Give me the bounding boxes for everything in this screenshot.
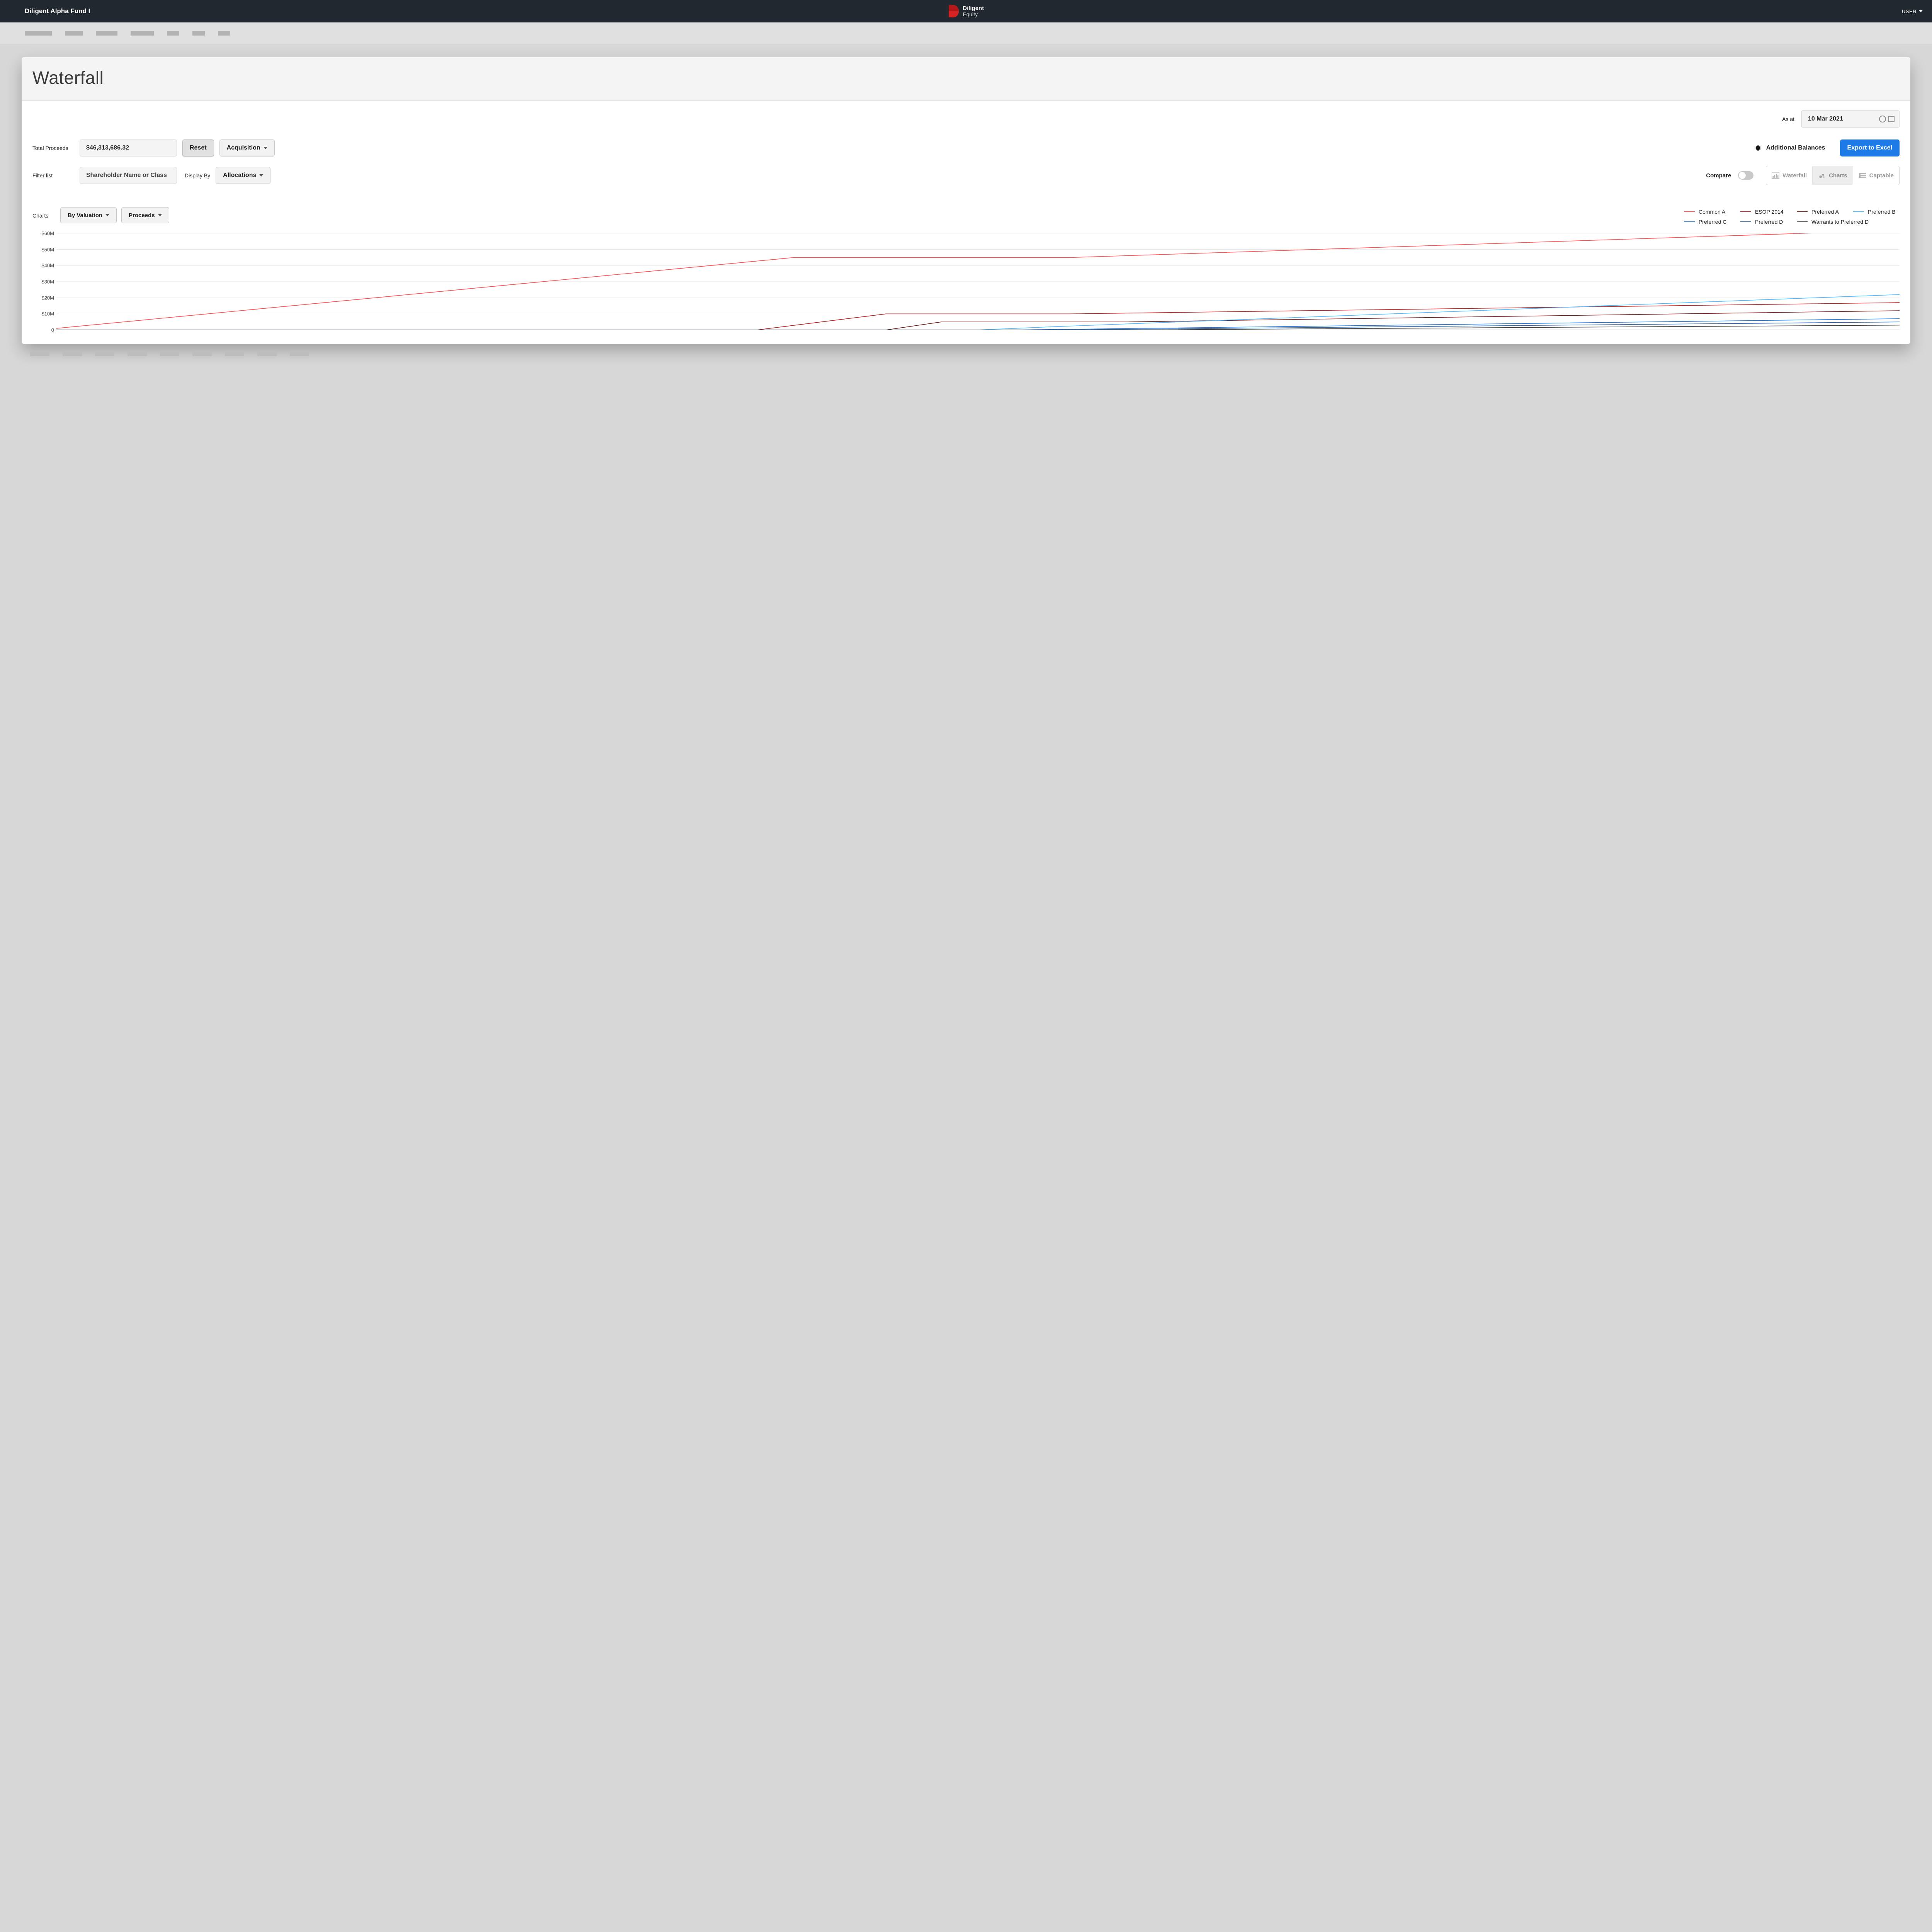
export-excel-button[interactable]: Export to Excel (1840, 139, 1900, 156)
view-captable-tab[interactable]: Captable (1853, 166, 1899, 185)
chevron-down-icon (259, 174, 263, 177)
legend-swatch (1684, 221, 1695, 222)
acquisition-dropdown[interactable]: Acquisition (219, 139, 275, 156)
panel-header: Waterfall (22, 57, 1910, 101)
y-axis-tick-label: $60M (41, 231, 54, 236)
total-proceeds-value: $46,313,686.32 (86, 145, 129, 151)
display-by-label: Display By (185, 172, 210, 179)
by-valuation-dropdown[interactable]: By Valuation (60, 207, 117, 223)
square-icon (1888, 116, 1895, 122)
as-at-date-picker[interactable]: 10 Mar 2021 (1801, 110, 1900, 128)
fund-name: Diligent Alpha Fund I (25, 7, 90, 15)
chevron-down-icon (158, 214, 162, 216)
nav-placeholder (218, 31, 230, 36)
gear-icon[interactable] (1754, 145, 1761, 151)
legend-item[interactable]: Preferred A (1797, 209, 1843, 215)
y-axis-tick-label: $10M (41, 311, 54, 317)
nav-placeholder (65, 31, 83, 36)
legend-item[interactable]: Preferred C (1684, 219, 1730, 225)
legend-item[interactable]: Preferred D (1740, 219, 1787, 225)
chevron-down-icon (264, 147, 267, 149)
legend-swatch (1684, 211, 1695, 212)
nav-placeholder (25, 31, 52, 36)
legend-label: Preferred D (1755, 219, 1783, 225)
as-at-date-value: 10 Mar 2021 (1808, 116, 1843, 122)
legend-swatch (1797, 221, 1808, 222)
nav-placeholder (192, 31, 205, 36)
y-axis-tick-label: 0 (51, 327, 54, 333)
nav-placeholder (167, 31, 179, 36)
legend-item[interactable]: Warrants to Preferred D (1797, 219, 1869, 225)
legend-swatch (1797, 211, 1808, 212)
series-line (56, 322, 1900, 330)
legend-label: Preferred C (1699, 219, 1726, 225)
legend-swatch (1740, 221, 1751, 222)
y-axis-tick-label: $30M (41, 279, 54, 285)
series-line (56, 325, 1900, 330)
brand-line1: Diligent (963, 5, 984, 12)
waterfall-panel: Waterfall As at 10 Mar 2021 Total Procee… (22, 57, 1910, 344)
legend-label: Preferred B (1868, 209, 1896, 215)
legend-swatch (1740, 211, 1751, 212)
circle-icon (1879, 116, 1886, 122)
proceeds-dropdown[interactable]: Proceeds (121, 207, 169, 223)
user-menu[interactable]: USER (1902, 9, 1923, 14)
page-title: Waterfall (32, 67, 1900, 88)
filter-input[interactable]: Shareholder Name or Class (80, 167, 177, 184)
allocations-dropdown[interactable]: Allocations (216, 167, 270, 184)
as-at-label: As at (1782, 116, 1794, 122)
compare-toggle[interactable] (1738, 171, 1753, 180)
line-chart: 0 $10M $20M $30M $40M $50M $60M (32, 233, 1900, 330)
brand-logo-icon (948, 5, 959, 17)
series-line (56, 303, 1900, 330)
user-label: USER (1902, 9, 1917, 14)
view-segmented-control: Waterfall Charts Captable (1766, 166, 1900, 185)
additional-balances-link[interactable]: Additional Balances (1766, 145, 1825, 151)
filter-label: Filter list (32, 172, 74, 179)
nav-strip (0, 22, 1932, 44)
legend-item[interactable]: Common A (1684, 209, 1730, 215)
chart-legend: Common A ESOP 2014 Preferred A Preferred B P… (1684, 207, 1900, 225)
table-icon (1859, 172, 1866, 179)
toggle-knob (1739, 172, 1746, 179)
charts-label: Charts (32, 207, 54, 219)
y-axis-tick-label: $50M (41, 247, 54, 252)
nav-placeholder (96, 31, 117, 36)
bubble-chart-icon (1818, 172, 1826, 179)
legend-label: ESOP 2014 (1755, 209, 1784, 215)
total-proceeds-input[interactable]: $46,313,686.32 (80, 139, 177, 156)
legend-swatch (1853, 211, 1864, 212)
y-axis-tick-label: $20M (41, 295, 54, 301)
nav-placeholder (131, 31, 154, 36)
reset-button[interactable]: Reset (182, 139, 214, 156)
chevron-down-icon (1919, 10, 1923, 12)
view-charts-tab[interactable]: Charts (1812, 166, 1853, 185)
compare-label: Compare (1706, 172, 1731, 179)
legend-item[interactable]: ESOP 2014 (1740, 209, 1787, 215)
brand: Diligent Equity (948, 5, 984, 17)
legend-item[interactable]: Preferred B (1853, 209, 1900, 215)
total-proceeds-label: Total Proceeds (32, 145, 74, 151)
chevron-down-icon (105, 214, 109, 216)
chart-section: Charts By Valuation Proceeds Common A ESO… (22, 200, 1910, 344)
brand-line2: Equity (963, 12, 984, 17)
legend-label: Common A (1699, 209, 1725, 215)
waterfall-icon (1772, 172, 1779, 179)
view-waterfall-tab[interactable]: Waterfall (1766, 166, 1812, 185)
controls-section: Total Proceeds $46,313,686.32 Reset Acqu… (22, 131, 1910, 200)
legend-label: Preferred A (1811, 209, 1839, 215)
y-axis-tick-label: $40M (41, 263, 54, 269)
filter-placeholder: Shareholder Name or Class (86, 172, 167, 179)
top-bar: Diligent Alpha Fund I Diligent Equity US… (0, 0, 1932, 22)
legend-label: Warrants to Preferred D (1811, 219, 1869, 225)
